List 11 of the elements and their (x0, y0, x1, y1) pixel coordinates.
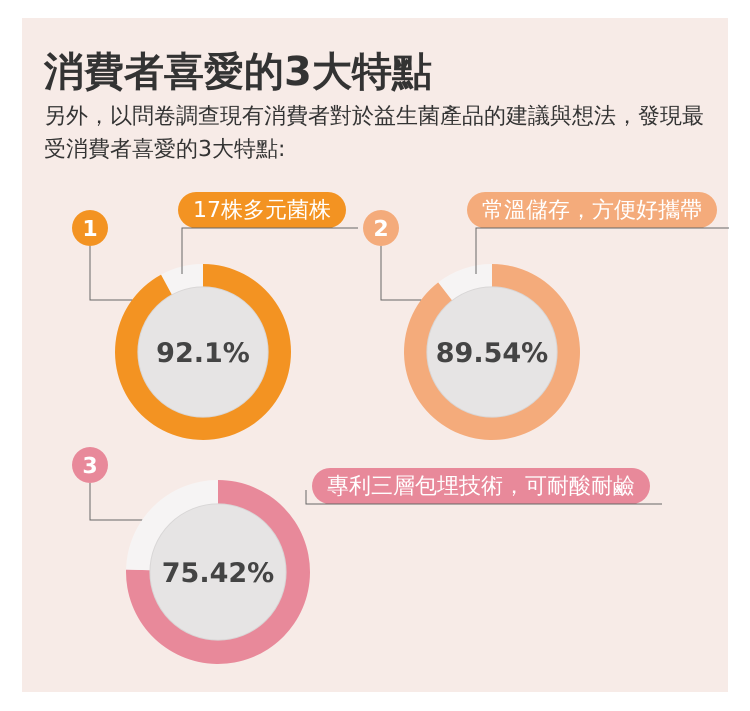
data-label: 92.1% (156, 338, 250, 369)
data-label: 89.54% (436, 338, 548, 369)
text: 3 (82, 454, 98, 479)
data-label: 75.42% (162, 558, 274, 589)
chart-title: 17株多元菌株 (193, 198, 331, 223)
text: 1 (82, 217, 98, 242)
text: 2 (373, 217, 389, 242)
text: 另外，以問卷調查現有消費者對於益生菌產品的建議與想法，發現最受消費者喜愛的3大特點: (44, 103, 705, 164)
text: 消費者喜愛的3大特點 (44, 48, 432, 97)
chart-title: 常溫儲存，方便好攜帶 (482, 198, 702, 223)
text: 專利三層包埋技術，可耐酸耐鹼 (327, 474, 635, 499)
